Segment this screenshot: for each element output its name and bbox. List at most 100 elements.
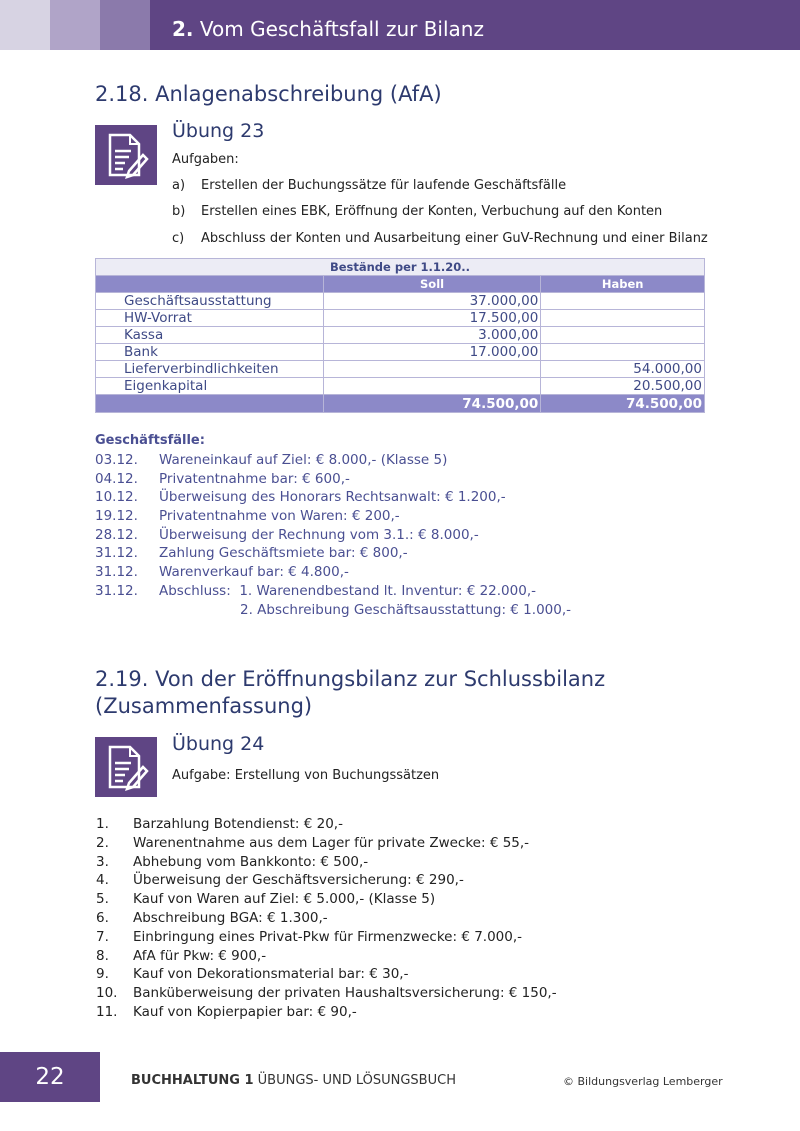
soll-value: 37.000,00 [322, 292, 542, 310]
task-label: c) [172, 231, 185, 246]
list-item: 8. AfA für Pkw: € 900,- [96, 948, 557, 967]
column-header-haben: Haben [540, 275, 705, 293]
total-haben: 74.500,00 [540, 394, 705, 413]
section-title: 2.18. Anlagenabschreibung (AfA) [95, 82, 442, 106]
case-date: 03.12. [95, 452, 138, 468]
list-item: 2. Warenentnahme aus dem Lager für privat… [96, 835, 557, 854]
item-number: 7. [96, 928, 109, 945]
item-text: Einbringung eines Privat-Pkw für Firmenz… [133, 928, 523, 945]
header-bar [150, 0, 800, 50]
copyright: © Bildungsverlag Lemberger [563, 1075, 723, 1088]
item-number: 4. [96, 872, 109, 889]
chapter-title: 2. Vom Geschäftsfall zur Bilanz [172, 17, 484, 41]
item-text: Warenentnahme aus dem Lager für private … [133, 834, 530, 851]
case-item: 28.12. Überweisung der Rechnung vom 3.1.:… [95, 527, 536, 546]
account-name: Bank [95, 343, 324, 361]
list-item: 7. Einbringung eines Privat-Pkw für Firme… [96, 929, 557, 948]
exercise-intro: Aufgabe: Erstellung von Buchungssätzen [172, 768, 440, 783]
item-number: 1. [96, 816, 109, 832]
case-date: 31.12. [95, 564, 138, 581]
item-text: Abschreibung BGA: € 1.300,- [133, 909, 328, 926]
exercise-title: Übung 24 [172, 733, 265, 755]
item-text: Überweisung der Geschäftsversicherung: €… [133, 872, 464, 889]
task-text: Erstellen der Buchungssätze für laufende… [201, 178, 567, 193]
soll-value [322, 360, 542, 378]
table-row: Lieferverbindlichkeiten 54.000,00 [95, 360, 705, 378]
header-stripe-2 [50, 0, 100, 50]
book-title-rest: ÜBUNGS- UND LÖSUNGSBUCH [253, 1073, 456, 1088]
case-date: 28.12. [95, 526, 138, 543]
section-title: 2.19. Von der Eröffnungsbilanz zur Schlu… [95, 667, 606, 691]
case-text: Privatentnahme bar: € 600,- [159, 470, 350, 487]
case-item: 31.12. Zahlung Geschäftsmiete bar: € 800,… [95, 545, 536, 564]
item-number: 11. [96, 1003, 118, 1020]
case-text: Privatentnahme von Waren: € 200,- [159, 508, 400, 525]
item-number: 2. [96, 834, 109, 851]
item-text: Abhebung vom Bankkonto: € 500,- [133, 853, 369, 870]
case-date: 31.12. [95, 545, 138, 562]
table-row: HW-Vorrat 17.500,00 [95, 309, 705, 327]
total-label [95, 394, 324, 413]
list-item: 5. Kauf von Waren auf Ziel: € 5.000,- (Kl… [96, 891, 557, 910]
task-text: Erstellen eines EBK, Eröffnung der Konte… [201, 204, 663, 219]
soll-value: 17.000,00 [322, 343, 542, 361]
column-header [95, 275, 324, 293]
list-item: 4. Überweisung der Geschäftsversicherung:… [96, 872, 557, 891]
chapter-number: 2. [172, 17, 194, 41]
item-number: 10. [96, 985, 118, 1002]
account-name: Kassa [95, 326, 324, 344]
section-title-line2: (Zusammenfassung) [95, 694, 313, 718]
case-text: Zahlung Geschäftsmiete bar: € 800,- [159, 545, 408, 562]
table-row: Geschäftsausstattung 37.000,00 [95, 292, 705, 310]
soll-value: 3.000,00 [322, 326, 542, 344]
chapter-title-text: Vom Geschäftsfall zur Bilanz [199, 17, 484, 41]
case-text: Abschluss: 1. Warenendbestand lt. Invent… [159, 582, 536, 599]
haben-value [540, 309, 705, 327]
soll-value [322, 377, 542, 395]
item-text: Kauf von Dekorationsmaterial bar: € 30,- [133, 966, 409, 983]
case-date: 31.12. [95, 582, 138, 599]
table-title: Bestände per 1.1.20.. [95, 258, 705, 276]
balance-table: Bestände per 1.1.20.. Soll Haben Geschäft… [95, 258, 705, 413]
case-text: Überweisung der Rechnung vom 3.1.: € 8.0… [159, 526, 479, 543]
account-name: Eigenkapital [95, 377, 324, 395]
soll-value: 17.500,00 [322, 309, 542, 327]
case-item: 31.12. Warenverkauf bar: € 4.800,- [95, 564, 536, 583]
haben-value [540, 326, 705, 344]
case-item: 04.12. Privatentnahme bar: € 600,- [95, 471, 536, 490]
item-text: Banküberweisung der privaten Haushaltsve… [133, 985, 557, 1002]
book-title-bold: BUCHHALTUNG 1 [131, 1073, 254, 1088]
exercise-title: Übung 23 [172, 120, 265, 142]
task-item: b) Erstellen eines EBK, Eröffnung der Kon… [172, 204, 662, 219]
item-text: AfA für Pkw: € 900,- [133, 947, 267, 964]
case-date: 19.12. [95, 508, 138, 525]
table-row: Kassa 3.000,00 [95, 326, 705, 344]
case-item: 10.12. Überweisung des Honorars Rechtsanw… [95, 489, 536, 508]
item-number: 6. [96, 909, 109, 926]
haben-value: 20.500,00 [540, 377, 705, 395]
case-date: 10.12. [95, 489, 138, 506]
case-text: Warenverkauf bar: € 4.800,- [159, 564, 349, 581]
task-label: b) [172, 204, 186, 219]
book-title: BUCHHALTUNG 1 ÜBUNGS- UND LÖSUNGSBUCH [131, 1073, 456, 1088]
total-soll: 74.500,00 [322, 394, 542, 413]
booking-list: 1. Barzahlung Botendienst: € 20,- 2. Warene… [96, 816, 557, 1023]
page-number: 22 [0, 1052, 100, 1102]
item-text: Kauf von Waren auf Ziel: € 5.000,- (Klas… [133, 891, 436, 908]
list-item: 9. Kauf von Dekorationsmaterial bar: € 30… [96, 966, 557, 985]
haben-value [540, 343, 705, 361]
item-number: 5. [96, 891, 109, 908]
list-item: 3. Abhebung vom Bankkonto: € 500,- [96, 854, 557, 873]
account-name: HW-Vorrat [95, 309, 324, 327]
item-text: Kauf von Kopierpapier bar: € 90,- [133, 1003, 357, 1020]
cases-list: 03.12. Wareneinkauf auf Ziel: € 8.000,- (… [95, 452, 536, 602]
document-edit-icon [95, 737, 157, 797]
account-name: Geschäftsausstattung [95, 292, 324, 310]
header-stripe-3 [100, 0, 150, 50]
header-stripe-1 [0, 0, 50, 50]
haben-value: 54.000,00 [540, 360, 705, 378]
case-text: Wareneinkauf auf Ziel: € 8.000,- (Klasse… [159, 452, 448, 468]
haben-value [540, 292, 705, 310]
item-number: 3. [96, 853, 109, 870]
item-number: 9. [96, 966, 109, 983]
